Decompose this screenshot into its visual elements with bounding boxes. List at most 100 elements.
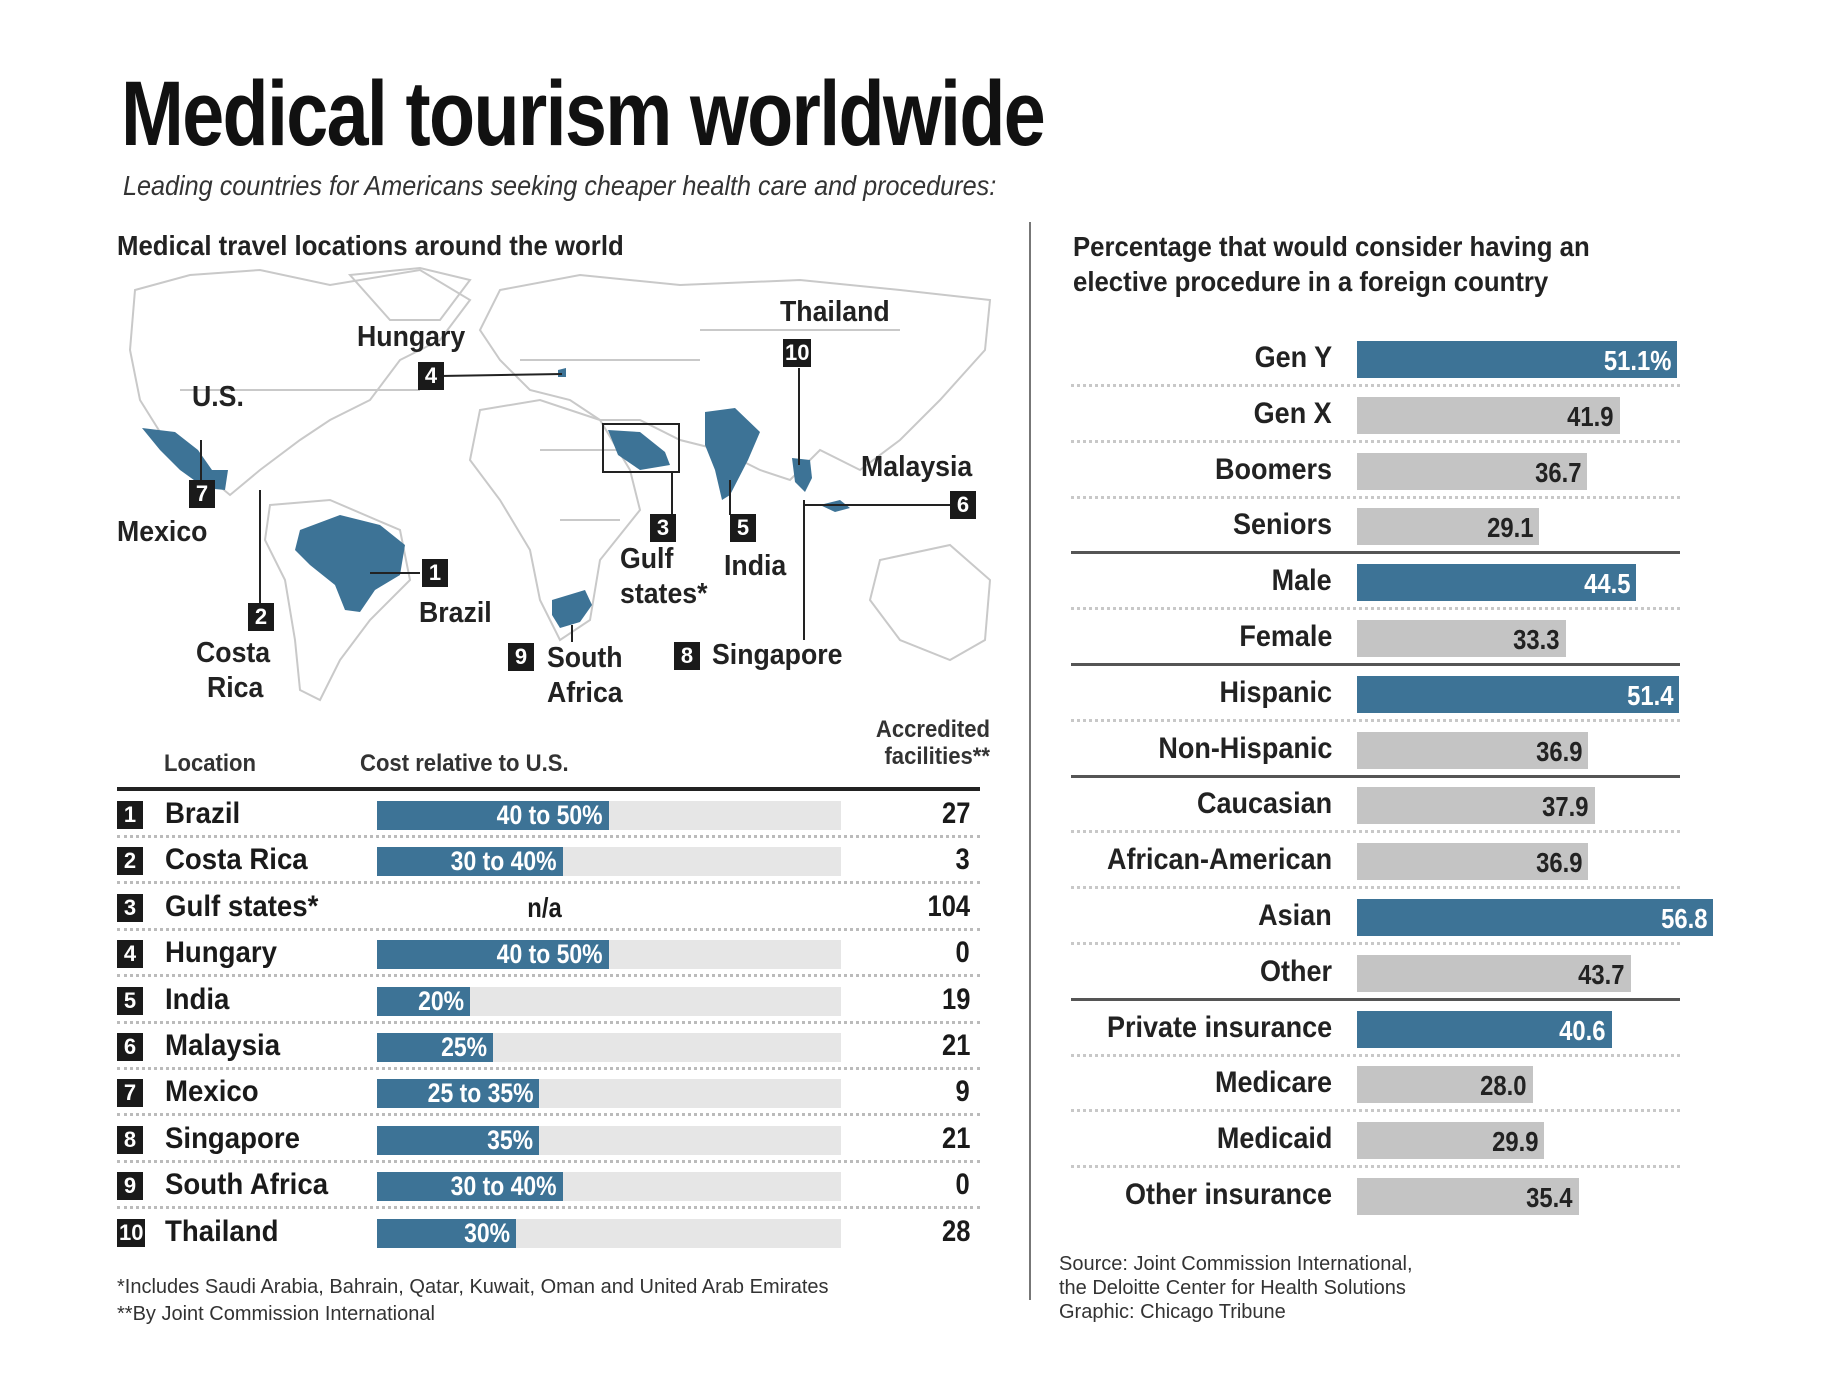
- category-label: Boomers: [1214, 452, 1332, 486]
- bar: 44.5: [1357, 564, 1636, 602]
- rank-badge: 6: [117, 1033, 143, 1061]
- rank-badge: 2: [117, 847, 143, 876]
- bar-value-label: 41.9: [1567, 400, 1614, 432]
- table-row: 7 Mexico 25 to 35% 9: [117, 1070, 980, 1117]
- bar: 43.7: [1357, 954, 1631, 992]
- source-line-2: the Deloitte Center for Health Solutions: [1059, 1277, 1406, 1299]
- location-name: Thailand: [165, 1214, 279, 1248]
- map-label-gulf-2: states*: [620, 578, 708, 610]
- map-label-south-africa-1: South: [547, 642, 623, 674]
- chart-row: Boomers 36.7: [1071, 443, 1751, 499]
- row-divider: [1071, 439, 1680, 443]
- row-divider: [1071, 384, 1680, 387]
- rank-badge: 3: [117, 893, 143, 922]
- map-badge-south-africa: 9: [508, 643, 534, 671]
- bar: 40.6: [1357, 1010, 1612, 1048]
- cost-track: 30 to 40%: [377, 1172, 841, 1202]
- bar: 41.9: [1357, 396, 1620, 434]
- map-label-costa-rica-2: Rica: [207, 672, 264, 704]
- cost-label: 40 to 50%: [497, 939, 603, 970]
- map-label-malaysia: Malaysia: [861, 451, 973, 483]
- map-label-costa-rica-1: Costa: [196, 637, 271, 669]
- footnote-2: **By Joint Commission International: [117, 1303, 435, 1325]
- cost-label: 35%: [487, 1124, 534, 1155]
- cost-bar: 40 to 50%: [377, 801, 609, 830]
- africa-outline: [468, 398, 642, 642]
- map-badge-brazil: 1: [422, 559, 448, 587]
- australia-outline: [868, 543, 992, 662]
- cost-track: 30 to 40%: [377, 846, 841, 877]
- row-divider: [117, 1067, 980, 1070]
- rank-badge: 5: [117, 986, 143, 1015]
- cost-bar: 35%: [377, 1124, 540, 1155]
- gulf-states-shape: [608, 430, 670, 470]
- bar: 29.9: [1357, 1122, 1545, 1160]
- category-label: Asian: [1258, 899, 1332, 932]
- map-label-hungary: Hungary: [357, 321, 466, 353]
- mexico-shape: [142, 428, 228, 490]
- category-label: Medicare: [1214, 1066, 1332, 1100]
- bar-value-label: 28.0: [1480, 1070, 1527, 1102]
- cost-bar: 20%: [377, 986, 470, 1016]
- bar: 36.7: [1357, 452, 1588, 490]
- row-divider: [117, 1113, 980, 1117]
- source-line-1: Source: Joint Commission International,: [1059, 1253, 1413, 1275]
- col-header-facilities-1: Accredited: [875, 716, 990, 743]
- bar: 37.9: [1357, 787, 1595, 825]
- map-badge-costa-rica: 2: [248, 603, 274, 631]
- greenland-outline: [347, 266, 472, 321]
- cost-label: 30 to 40%: [450, 846, 557, 877]
- map-label-mexico: Mexico: [117, 516, 208, 548]
- location-name: India: [165, 982, 230, 1016]
- map-label-south-africa-2: Africa: [547, 677, 623, 709]
- chart-row: Medicare 28.0: [1071, 1056, 1751, 1113]
- location-name: Gulf states*: [165, 889, 319, 923]
- credit-line: Graphic: Chicago Tribune: [1059, 1301, 1286, 1323]
- bar-value-label: 36.9: [1536, 735, 1583, 767]
- chart-row: Female 33.3: [1071, 610, 1751, 666]
- cost-label: 25%: [441, 1032, 487, 1062]
- rank-badge: 9: [117, 1172, 143, 1201]
- table-row: 8 Singapore 35% 21: [117, 1117, 980, 1163]
- chart-row: Other 43.7: [1071, 945, 1751, 1001]
- cost-track: 40 to 50%: [377, 801, 841, 830]
- category-label: Medicaid: [1216, 1122, 1332, 1156]
- chart-row: Medicaid 29.9: [1071, 1112, 1751, 1169]
- bar: 28.0: [1357, 1066, 1533, 1104]
- row-divider: [1071, 718, 1680, 722]
- table-row: 10 Thailand 30% 28: [117, 1210, 980, 1256]
- category-label: Other: [1259, 954, 1332, 988]
- chart-row: Asian 56.8: [1071, 889, 1751, 945]
- chart-row: Seniors 29.1: [1071, 498, 1751, 555]
- south-america-outline: [263, 498, 412, 702]
- location-name: Malaysia: [165, 1029, 281, 1062]
- category-label: Female: [1238, 620, 1332, 653]
- chart-row: Caucasian 37.9: [1071, 777, 1751, 834]
- map-label-singapore: Singapore: [712, 639, 843, 671]
- category-label: Private insurance: [1106, 1010, 1332, 1044]
- category-label: Seniors: [1232, 508, 1332, 542]
- table-row: 1 Brazil 40 to 50% 27: [117, 792, 980, 838]
- location-name: Mexico: [165, 1075, 259, 1109]
- india-shape: [705, 408, 760, 500]
- table-row: 9 South Africa 30 to 40% 0: [117, 1163, 980, 1210]
- facilities-count: 28: [941, 1214, 970, 1248]
- bar-value-label: 29.9: [1492, 1126, 1539, 1158]
- chart-row: Gen X 41.9: [1071, 387, 1751, 443]
- location-name: Brazil: [165, 797, 241, 830]
- category-label: Hispanic: [1219, 675, 1332, 709]
- facilities-count: 0: [955, 1168, 970, 1202]
- category-label: Gen Y: [1254, 341, 1332, 374]
- row-divider: [1071, 886, 1680, 890]
- map-label-us: U.S.: [192, 381, 244, 413]
- row-divider: [1071, 942, 1680, 945]
- column-divider: [1029, 222, 1031, 1300]
- facilities-count: 3: [955, 843, 970, 877]
- row-divider: [1071, 997, 1680, 1001]
- map-label-brazil: Brazil: [419, 597, 492, 629]
- bar: 51.4: [1357, 675, 1680, 713]
- bar-value-label: 33.3: [1513, 624, 1560, 655]
- chart-heading-2: elective procedure in a foreign country: [1073, 266, 1549, 297]
- rank-badge: 4: [117, 940, 143, 969]
